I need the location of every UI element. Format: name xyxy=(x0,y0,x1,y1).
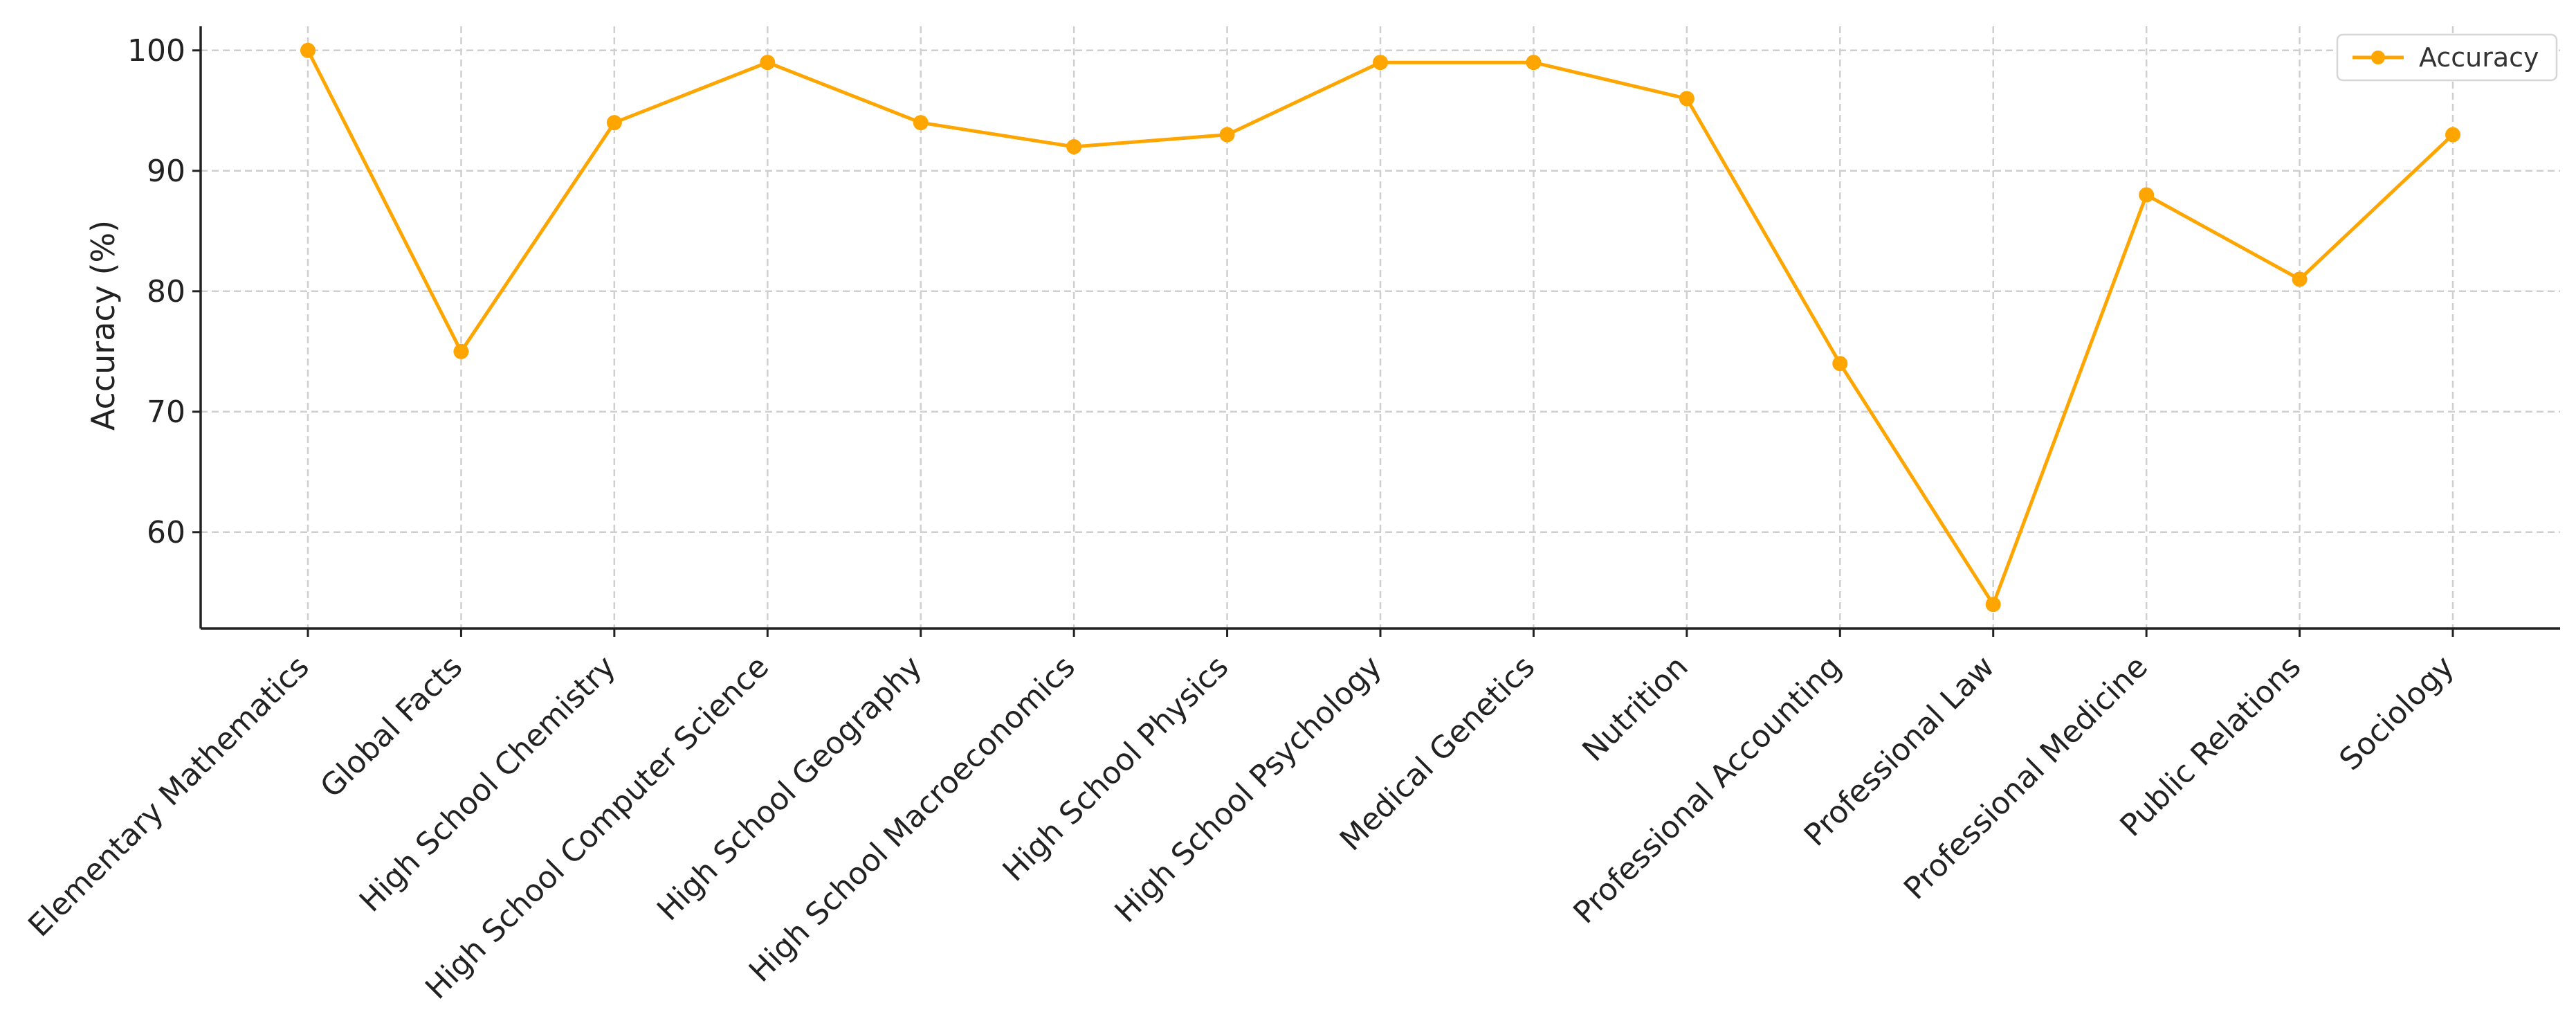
data-point xyxy=(1373,55,1388,71)
y-axis-title: Accuracy (%) xyxy=(84,220,122,431)
x-tick-label: Professional Accounting xyxy=(1566,649,1848,931)
labels-layer: Accuracy (%) 60 70 80 90 100 Elementary Mathe… xyxy=(21,33,2461,1006)
data-point xyxy=(2139,187,2155,203)
legend-box xyxy=(2336,33,2558,82)
data-point xyxy=(1219,127,1235,143)
data-point xyxy=(1679,91,1695,107)
data-point xyxy=(2292,271,2308,287)
data-point xyxy=(453,343,469,359)
x-tick-label: High School Chemistry xyxy=(353,649,623,919)
x-tick-label: High School Macroeconomics xyxy=(742,649,1082,989)
x-tick-label: High School Psychology xyxy=(1108,649,1389,930)
y-tick-label: 80 xyxy=(147,274,185,309)
legend-label: Accuracy xyxy=(2419,42,2539,73)
grid-layer xyxy=(201,26,2560,629)
x-tick-label: Professional Medicine xyxy=(1897,649,2155,907)
data-point xyxy=(300,42,316,58)
y-tick-label: 70 xyxy=(147,395,185,430)
series-layer xyxy=(300,42,2460,613)
data-point xyxy=(913,115,929,131)
data-point xyxy=(2445,127,2460,143)
axes-layer xyxy=(192,26,2560,637)
legend-marker-swatch xyxy=(2371,51,2385,64)
x-tick-label: Global Facts xyxy=(313,649,469,805)
y-tick-label: 100 xyxy=(127,33,185,69)
legend: Accuracy xyxy=(2336,33,2558,82)
x-tick-label: High School Computer Science xyxy=(419,649,776,1006)
y-tick-label: 90 xyxy=(147,154,185,189)
data-point xyxy=(1985,597,2001,613)
data-point xyxy=(1066,139,1082,154)
y-tick-label: 60 xyxy=(147,515,185,550)
data-point xyxy=(1832,356,1848,372)
x-tick-label: Sociology xyxy=(2332,649,2460,777)
x-tick-label: High School Geography xyxy=(650,649,929,928)
x-tick-label: Nutrition xyxy=(1575,649,1695,768)
x-tick-label: Elementary Mathematics xyxy=(21,649,316,944)
data-point xyxy=(760,55,776,71)
data-point xyxy=(606,115,622,131)
data-point xyxy=(1526,55,1542,71)
